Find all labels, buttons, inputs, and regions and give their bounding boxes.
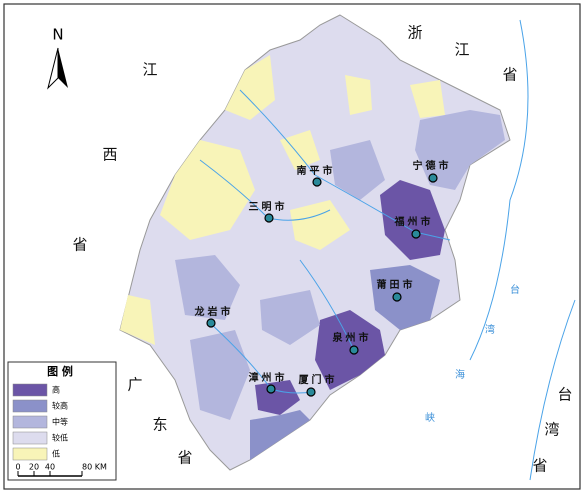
strait-label: 台 [510,283,520,296]
rivers [199,19,576,481]
regions [120,55,505,460]
city-label: 厦门市 [299,373,338,386]
city-marker [349,345,359,355]
region [290,200,350,250]
region [160,140,255,240]
city-marker [306,387,316,397]
province-label: 台 [557,386,572,404]
region [225,55,275,120]
city-label: 福州市 [394,215,434,228]
region [120,295,155,345]
province-label: 西 [102,146,117,164]
scale-label: 0 [15,463,20,472]
province-label: 省 [532,457,547,475]
legend-title: 图 例 [47,364,73,378]
scale-label: 20 [29,463,39,472]
region [380,180,445,260]
city-label: 宁德市 [413,159,452,172]
strait-label: 峡 [425,411,435,424]
city-marker [411,229,421,239]
region [260,290,320,345]
city-label: 漳州市 [249,371,288,384]
city-label: 三明市 [249,200,288,213]
region [330,140,385,200]
region [280,130,320,170]
province-label: 省 [72,236,87,254]
city-marker [266,384,276,394]
legend-swatch [12,431,48,445]
legend-swatch [12,383,48,397]
city-label: 莆田市 [377,278,416,291]
province-label: 湾 [544,421,559,439]
strait-label: 海 [455,368,465,381]
region [250,410,310,460]
city-label: 龙岩市 [194,305,234,318]
province-label: 浙 [407,24,422,42]
legend-swatch [12,447,48,461]
legend-label: 高 [52,385,60,395]
city-marker [312,177,322,187]
taiwan-coast [529,299,576,481]
city-marker [392,292,402,302]
legend-swatch [12,399,48,413]
scale-label: 80 KM [82,463,107,472]
region [345,75,372,115]
region [415,110,505,190]
city-label: 泉州市 [332,331,372,344]
province-label: 东 [152,416,167,434]
city-label: 南平市 [297,164,336,177]
river [299,259,355,351]
legend-label: 较高 [52,401,68,411]
legend-label: 低 [52,449,60,459]
region [410,80,445,118]
province-label: 江 [142,61,157,79]
province-label: 江 [454,41,469,59]
legend-swatch [12,415,48,429]
province-label: 省 [502,66,517,84]
legend-label: 较低 [52,433,68,443]
province-label: 省 [177,449,192,467]
region [175,255,240,320]
region [190,330,250,420]
legend-label: 中等 [52,417,68,427]
arrow [58,48,68,88]
strait-label: 湾 [485,323,495,336]
coast [469,19,529,361]
scale-label: 40 [45,463,55,472]
city-marker [428,173,438,183]
city-marker [264,213,274,223]
north-arrow: N [47,26,68,90]
city-marker [206,318,216,328]
province-label: 广 [127,376,142,394]
region [370,265,440,330]
region [255,380,300,415]
north-label: N [52,26,63,44]
river [239,89,451,241]
